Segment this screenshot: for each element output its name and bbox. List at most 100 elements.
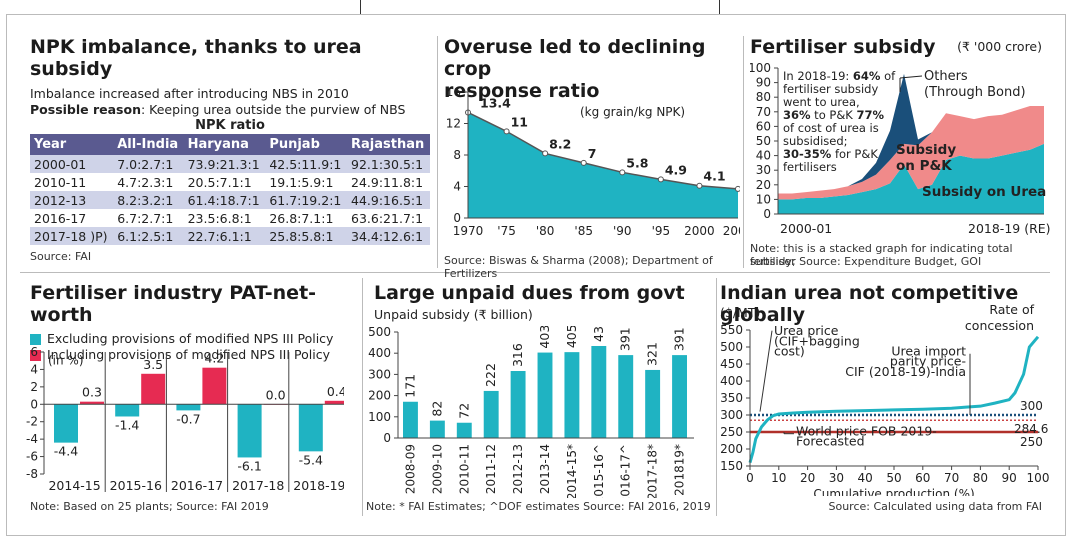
x-tick-label: 20: [800, 471, 815, 485]
x-tick-label: 80: [973, 471, 988, 485]
table-cell: 34.4:12.6:1: [347, 227, 430, 245]
bar-value-label: 171: [402, 374, 417, 398]
data-point: [503, 128, 510, 135]
table-cell: 61.4:18.7:1: [183, 191, 266, 209]
table-cell: 7.0:2.7:1: [113, 155, 184, 173]
x-tick-label: 70: [944, 471, 959, 485]
bar: [672, 355, 687, 438]
y-tick-label: 10: [756, 192, 771, 206]
x-tick-label: 90: [1002, 471, 1017, 485]
note-line: fertilisers: [783, 160, 837, 174]
data-point: [657, 176, 664, 183]
x-tick-label: '80: [536, 224, 555, 238]
reason-text: : Keeping urea outside the purview of NB…: [140, 102, 406, 117]
x-tick-label: 2009-10: [430, 444, 444, 494]
subsidy-note-l2: subsidy; Source: Expenditure Budget, GOI: [750, 255, 982, 268]
x-tick-label: 2000: [684, 224, 715, 238]
x-tick-label: '90: [613, 224, 632, 238]
y-tick-label: 2: [30, 380, 38, 394]
bar-value-label: 391: [618, 327, 633, 351]
y-tick-label: 350: [720, 391, 743, 405]
table-header-cell: Punjab: [265, 134, 348, 155]
x-tick-label: 2014-15: [48, 478, 100, 493]
table-cell: 22.7:6.1:1: [183, 227, 266, 245]
label-urea-price: cost): [774, 344, 805, 359]
table-row: 2010-11 4.7:2.3:1 20.5:7.1:1 19.1:5.9:1 24.9…: [30, 173, 430, 191]
bar-excl: [54, 404, 78, 443]
unit-label: (in %): [48, 354, 84, 368]
bar-value-label: 82: [429, 401, 444, 417]
table-row: 2012-13 8.2:3.2:1 61.4:18.7:1 61.7:19.2:1 44…: [30, 191, 430, 209]
x-tick-label: 60: [915, 471, 930, 485]
leader-line: [759, 330, 773, 412]
table-cell: 26.8:7.1:1: [265, 209, 348, 227]
ref-label-300: 300: [1020, 399, 1043, 413]
bar-value-label: -0.7: [176, 411, 200, 426]
note-line: subsidised;: [783, 134, 848, 148]
table-cell: 6.1:2.5:1: [113, 227, 184, 245]
label-urea-price: (CIF+bagging: [774, 333, 860, 348]
y-tick-label: 4: [30, 362, 38, 376]
ref-label-284: 284.6: [1014, 422, 1048, 436]
bar-value-label: -6.1: [237, 458, 261, 473]
y-tick-label: 40: [756, 149, 771, 163]
y-tick-label: 0: [30, 397, 38, 411]
x-tick-label: '95: [652, 224, 671, 238]
y-tick-label: 100: [750, 62, 771, 75]
x-tick-label: '75: [497, 224, 516, 238]
y-tick-label: 100: [368, 410, 391, 424]
leader-line: [899, 75, 923, 79]
data-point: [619, 169, 626, 176]
unit-label: ($/MT): [720, 305, 760, 320]
x-tick-label: 2008-09: [403, 444, 417, 494]
table-cell: 61.7:19.2:1: [265, 191, 348, 209]
pat-legend-incl: Including provisions of modified NPS III…: [30, 347, 360, 363]
label-import-parity: Urea import: [891, 344, 966, 359]
npk-subtitle: Imbalance increased after introducing NB…: [30, 86, 349, 101]
bar-value-label: -1.4: [115, 417, 139, 432]
x-tick-label: 0: [746, 471, 754, 485]
table-cell: 23.5:6.8:1: [183, 209, 266, 227]
bar-excl: [115, 404, 140, 417]
x-tick-label: 2011-12: [484, 444, 498, 494]
area-fill: [468, 112, 738, 218]
separator: [437, 36, 438, 268]
note-line: fertiliser subsidy: [783, 82, 878, 96]
bar: [510, 371, 526, 438]
data-label: 5.8: [626, 155, 648, 170]
bar-value-label: 316: [510, 343, 525, 367]
bar-incl: [202, 367, 227, 405]
pat-legend-excl: Excluding provisions of modified NPS III…: [30, 331, 360, 347]
x-tick-label: 2016-17^: [619, 444, 633, 498]
y-tick-label: 200: [720, 442, 743, 456]
y-tick-label: 20: [756, 178, 771, 192]
separator: [743, 36, 744, 268]
separator: [20, 272, 1050, 273]
label-rate-of-concession: concession: [965, 318, 1034, 333]
series-line: [467, 111, 739, 190]
x-tick-label: 2013-14: [538, 444, 552, 494]
note-line: 36% to P&K 77%: [783, 108, 885, 122]
y-tick-label: -4: [26, 432, 38, 446]
label-pk: Subsidy: [896, 142, 956, 158]
unit-label: (kg grain/kg NPK): [580, 105, 685, 119]
pat-chart: -8 -6 -4 -2 0 2 4 6 (in %) -4.4 0.3 2014-15 -1.4 3.5 2…: [26, 346, 344, 493]
y-tick-label: 4: [453, 180, 461, 194]
data-point: [580, 159, 587, 166]
data-label: 4.1: [703, 169, 725, 184]
label-urea-price: Urea price: [774, 323, 839, 338]
crop-title-l2: response ratio: [444, 80, 600, 102]
crop-response-chart: 0 4 8 12 16 13.4 1970 11 '75 8.2 '80 7 '85 5.8 '90 4.9 '…: [446, 88, 740, 238]
bar-incl: [141, 373, 166, 405]
npk-table: Year All-India Haryana Punjab Rajasthan 2000…: [30, 134, 430, 245]
x-tick-label: 10: [771, 471, 786, 485]
label-import-parity: parity price-: [890, 354, 966, 369]
table-cell: 42.5:11.9:1: [265, 155, 348, 173]
pat-panel: Fertiliser industry PAT-net-worth Exclud…: [26, 282, 360, 516]
bar-value-label: 405: [564, 326, 579, 348]
npk-panel: NPK imbalance, thanks to urea subsidy Im…: [30, 36, 430, 263]
x-tick-label: 40: [858, 471, 873, 485]
crop-source: Source: Biswas & Sharma (2008); Departme…: [444, 254, 713, 280]
table-cell: 2010-11: [30, 173, 114, 191]
